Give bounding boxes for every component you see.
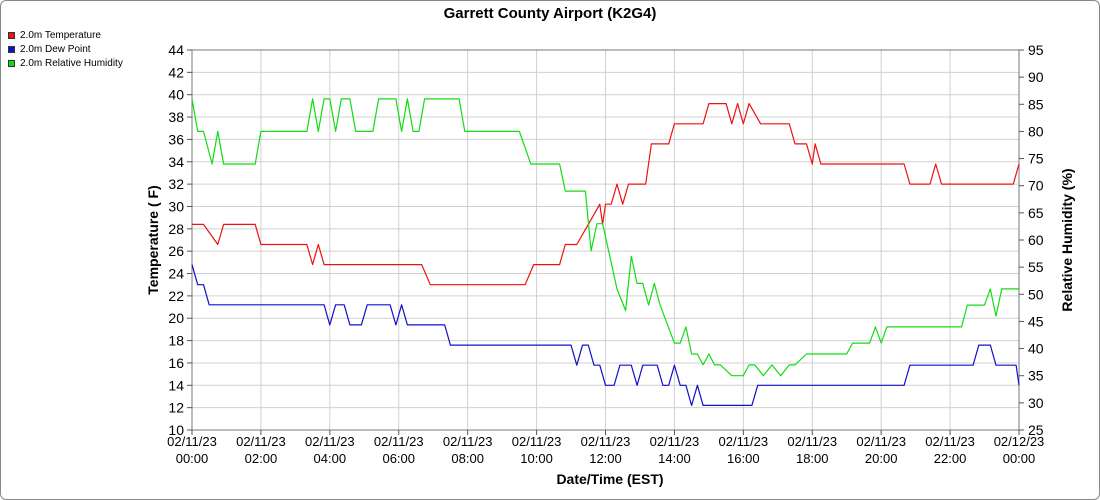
x-tick-time-label: 00:00 <box>176 451 209 466</box>
legend-item-temperature: 2.0m Temperature <box>8 28 123 42</box>
y-tick-label: 10 <box>168 422 184 438</box>
y2-tick-label: 80 <box>1028 123 1044 139</box>
relative-humidity-line <box>191 98 1019 377</box>
x-tick-date-label: 02/11/23 <box>650 434 700 449</box>
legend-swatch-temperature <box>8 31 15 39</box>
y-tick-label: 38 <box>168 109 184 125</box>
chart-title: Garrett County Airport (K2G4) <box>444 5 657 22</box>
x-tick-time-label: 02:00 <box>245 451 278 466</box>
x-axis-label: Date/Time (EST) <box>556 471 663 487</box>
y-tick-label: 22 <box>168 288 184 304</box>
y-tick-label: 16 <box>168 355 184 371</box>
series-lines <box>191 98 1020 406</box>
y2-tick-label: 45 <box>1028 313 1044 329</box>
y-tick-label: 20 <box>168 310 184 326</box>
x-tick-time-label: 18:00 <box>796 451 829 466</box>
y2-tick-label: 95 <box>1028 42 1044 58</box>
y2-tick-label: 35 <box>1028 368 1044 384</box>
y-tick-label: 42 <box>168 64 184 80</box>
y2-tick-label: 60 <box>1028 232 1044 248</box>
x-tick-date-label: 02/11/23 <box>167 434 217 449</box>
legend-label-dew-point: 2.0m Dew Point <box>20 43 91 55</box>
y-tick-label: 36 <box>168 131 184 147</box>
x-tick-date-label: 02/11/23 <box>719 434 769 449</box>
x-tick-date-label: 02/11/23 <box>374 434 424 449</box>
y-axis-label: Temperature ( F) <box>145 185 161 294</box>
axes: 10 12 14 16 18 20 22 24 26 28 30 32 34 36 38 40 42 44 25 30… <box>167 42 1044 466</box>
legend-item-dew-point: 2.0m Dew Point <box>8 42 123 56</box>
x-tick-time-label: 06:00 <box>382 451 415 466</box>
x-tick-time-label: 08:00 <box>451 451 484 466</box>
x-tick-time-label: 22:00 <box>934 451 967 466</box>
y-tick-label: 14 <box>168 377 184 393</box>
y2-tick-label: 25 <box>1028 422 1044 438</box>
x-tick-time-label: 14:00 <box>658 451 691 466</box>
temperature-line <box>192 102 1020 286</box>
x-tick-time-label: 00:00 <box>1003 451 1036 466</box>
y2-tick-label: 65 <box>1028 205 1044 221</box>
dew-point-line <box>191 264 1020 406</box>
x-tick-date-label: 02/11/23 <box>787 434 837 449</box>
y2-axis-label: Relative Humidity (%) <box>1059 168 1075 311</box>
legend-label-relative-humidity: 2.0m Relative Humidity <box>20 57 123 69</box>
y-tick-label: 28 <box>168 221 184 237</box>
y-tick-label: 18 <box>168 333 184 349</box>
legend-swatch-relative-humidity <box>8 59 15 67</box>
x-tick-time-label: 20:00 <box>865 451 898 466</box>
x-tick-time-label: 16:00 <box>727 451 760 466</box>
y-tick-label: 26 <box>168 243 184 259</box>
y2-tick-label: 70 <box>1028 178 1044 194</box>
y-tick-label: 12 <box>168 400 184 416</box>
y2-tick-label: 85 <box>1028 96 1044 112</box>
y-tick-label: 34 <box>168 154 184 170</box>
y-tick-label: 24 <box>168 266 184 282</box>
y2-tick-label: 40 <box>1028 341 1044 357</box>
y2-tick-label: 50 <box>1028 286 1044 302</box>
y-tick-label: 32 <box>168 176 184 192</box>
y-tick-label: 44 <box>168 42 184 58</box>
x-tick-time-label: 12:00 <box>589 451 622 466</box>
legend-label-temperature: 2.0m Temperature <box>20 29 101 41</box>
legend: 2.0m Temperature 2.0m Dew Point 2.0m Rel… <box>8 28 123 70</box>
y-tick-label: 40 <box>168 87 184 103</box>
x-tick-date-label: 02/12/23 <box>994 434 1045 449</box>
x-tick-date-label: 02/11/23 <box>443 434 493 449</box>
x-tick-date-label: 02/11/23 <box>236 434 286 449</box>
legend-item-relative-humidity: 2.0m Relative Humidity <box>8 56 123 70</box>
x-tick-time-label: 04:00 <box>314 451 347 466</box>
y2-tick-label: 55 <box>1028 259 1044 275</box>
grid <box>191 49 1020 431</box>
x-tick-date-label: 02/11/23 <box>512 434 562 449</box>
x-tick-time-label: 10:00 <box>520 451 553 466</box>
x-tick-date-label: 02/11/23 <box>856 434 906 449</box>
y2-tick-label: 75 <box>1028 151 1044 167</box>
x-tick-date-label: 02/11/23 <box>581 434 631 449</box>
legend-swatch-dew-point <box>8 45 15 53</box>
x-tick-date-label: 02/11/23 <box>925 434 975 449</box>
y2-tick-label: 30 <box>1028 395 1044 411</box>
y-tick-label: 30 <box>168 198 184 214</box>
x-tick-date-label: 02/11/23 <box>305 434 355 449</box>
y2-tick-label: 90 <box>1028 69 1044 85</box>
